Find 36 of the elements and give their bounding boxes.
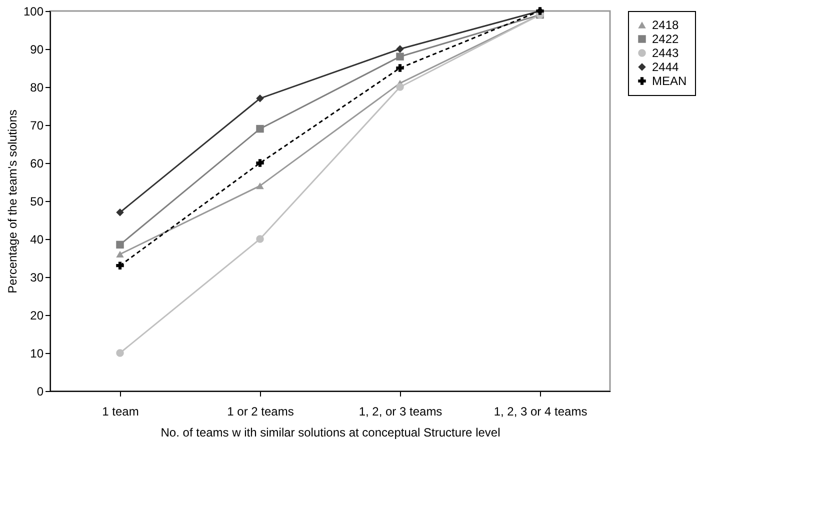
y-tick-label: 50: [30, 194, 44, 208]
point: [116, 262, 124, 270]
y-tick-label: 60: [30, 156, 44, 170]
point: [256, 182, 264, 190]
point: [256, 159, 264, 167]
point: [256, 94, 264, 102]
y-tick-label: 40: [30, 232, 44, 246]
point: [116, 240, 124, 249]
point: [396, 45, 404, 53]
x-tick-label: 1, 2, or 3 teams: [358, 404, 442, 418]
point: [396, 83, 404, 91]
legend-label: 2422: [652, 32, 680, 46]
point: [116, 208, 124, 216]
y-tick-label: 0: [36, 384, 44, 398]
legend-label: 2443: [652, 46, 680, 60]
y-tick-label: 70: [30, 118, 44, 132]
y-tick-label: 10: [30, 346, 44, 360]
y-tick-label: 30: [30, 270, 44, 284]
y-tick-label: 20: [30, 308, 44, 322]
point: [256, 235, 264, 243]
y-tick-label: 100: [23, 4, 44, 18]
point: [116, 349, 124, 357]
point: [396, 64, 404, 72]
x-tick-label: 1 team: [102, 404, 139, 418]
point: [256, 124, 264, 133]
legend-label: 2444: [652, 60, 680, 74]
x-tick-label: 1, 2, 3 or 4 teams: [494, 404, 588, 418]
x-tick-label: 1 or 2 teams: [227, 404, 294, 418]
x-axis-title: No. of teams w ith similar solutions at conceptual Structure level: [160, 426, 500, 440]
y-tick-label: 80: [30, 80, 44, 94]
y-axis-title: Percentage of the team's solutions: [5, 110, 20, 294]
point: [116, 250, 124, 258]
legend-label: MEAN: [652, 74, 687, 88]
y-tick-label: 90: [30, 42, 44, 56]
legend-label: 2418: [652, 18, 680, 32]
point: [396, 52, 404, 60]
